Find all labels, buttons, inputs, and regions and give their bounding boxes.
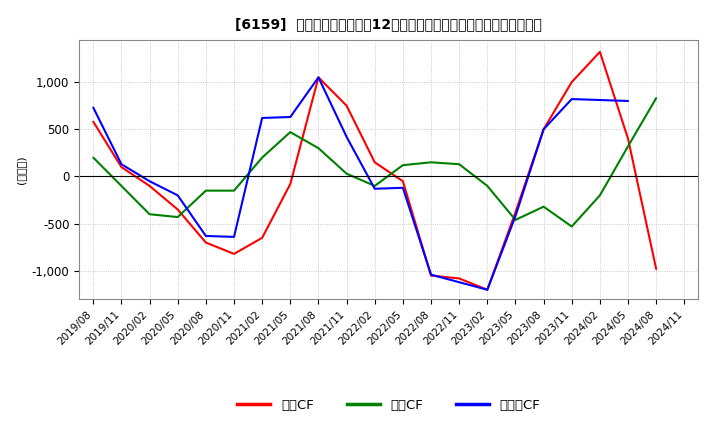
Title: [6159]  キャッシュフローの12か月移動合計の対前年同期増減額の推移: [6159] キャッシュフローの12か月移動合計の対前年同期増減額の推移: [235, 18, 542, 32]
Legend: 営業CF, 投資CF, フリーCF: 営業CF, 投資CF, フリーCF: [232, 394, 546, 417]
Y-axis label: (百万円): (百万円): [16, 155, 26, 184]
